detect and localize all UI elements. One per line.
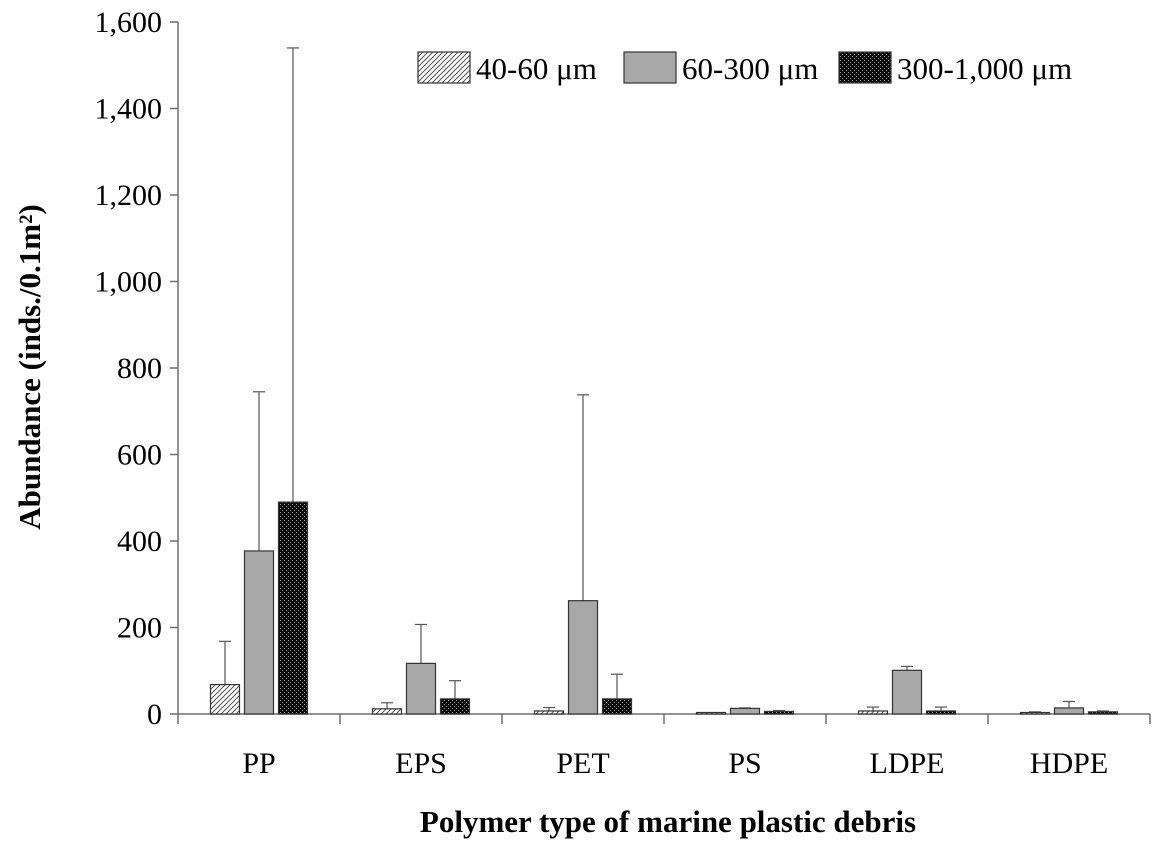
y-tick-label: 400 xyxy=(117,525,162,558)
legend-label: 60-300 μm xyxy=(682,51,818,86)
bar xyxy=(1087,711,1119,715)
legend-swatch xyxy=(838,51,892,84)
y-tick-label: 1,400 xyxy=(95,93,163,126)
y-tick-label: 1,600 xyxy=(95,6,163,39)
bar xyxy=(277,501,309,715)
x-axis: PP EPS PET PS LDPE HDPE xyxy=(177,713,1151,780)
x-axis-title: Polymer type of marine plastic debris xyxy=(420,804,916,839)
bar xyxy=(763,710,795,715)
bar xyxy=(533,710,565,715)
y-tick-label: 1,200 xyxy=(95,179,163,212)
bar xyxy=(371,708,403,715)
x-tick-label: PP xyxy=(242,747,275,780)
bar xyxy=(1053,707,1085,715)
x-tick-label: EPS xyxy=(395,747,447,780)
y-tick-label: 800 xyxy=(117,352,162,385)
bar xyxy=(729,707,761,715)
x-tick-label: LDPE xyxy=(870,747,945,780)
bar xyxy=(925,710,957,715)
bar xyxy=(1019,711,1051,715)
legend-label: 300-1,000 μm xyxy=(897,51,1072,86)
legend-swatch xyxy=(417,51,471,84)
bar xyxy=(439,698,471,715)
y-tick-label: 1,000 xyxy=(95,266,163,299)
y-axis: 0 200 400 600 800 1,000 1,200 1,400 1,600 xyxy=(95,6,179,731)
y-tick-label: 0 xyxy=(147,698,162,731)
bar xyxy=(891,669,923,715)
y-axis-title: Abundance (inds./0.1m²) xyxy=(12,204,47,529)
legend-label: 40-60 μm xyxy=(476,51,597,86)
bar xyxy=(243,550,275,715)
legend-swatch xyxy=(623,51,677,84)
bar xyxy=(601,698,633,715)
x-tick-label: PET xyxy=(556,747,609,780)
bar xyxy=(695,711,727,715)
y-tick-label: 200 xyxy=(117,612,162,645)
bar xyxy=(405,662,437,715)
bar xyxy=(567,600,599,715)
x-tick-label: HDPE xyxy=(1030,747,1108,780)
bar xyxy=(857,710,889,715)
bar xyxy=(209,683,241,715)
bars xyxy=(209,47,1119,715)
x-tick-label: PS xyxy=(728,747,761,780)
y-tick-label: 600 xyxy=(117,439,162,472)
legend: 40-60 μm 60-300 μm 300-1,000 μm xyxy=(417,51,1072,86)
